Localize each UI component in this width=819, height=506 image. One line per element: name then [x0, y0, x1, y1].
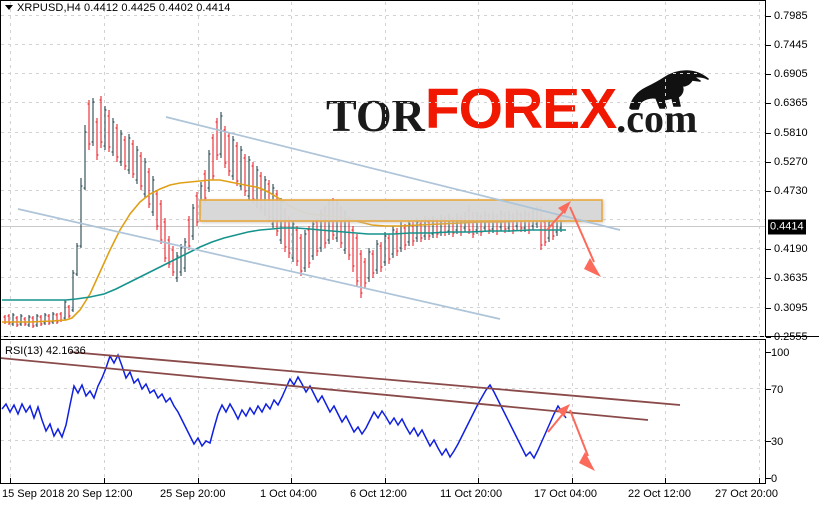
time-tickmark: [10, 478, 11, 483]
time-tickmark: [478, 478, 479, 483]
price-tickmark: [766, 16, 771, 17]
time-tickmark: [198, 478, 199, 483]
time-tickmark: [665, 478, 666, 483]
time-axis-tick: 6 Oct 12:00: [350, 488, 407, 500]
time-axis-tick: 17 Oct 04:00: [534, 488, 597, 500]
time-tickmark: [759, 478, 760, 483]
price-axis-tick: 0.3635: [774, 272, 808, 284]
time-axis-tick: 1 Oct 04:00: [260, 488, 317, 500]
price-tickmark: [766, 337, 771, 338]
rsi-tickmark: [766, 478, 771, 479]
left-axis-border: [0, 0, 1, 484]
time-tickmark: [572, 478, 573, 483]
price-tickmark: [766, 191, 771, 192]
time-tickmark: [385, 478, 386, 483]
time-tickmark: [104, 478, 105, 483]
price-panel-top-border: [0, 0, 766, 1]
price-axis-tick: 0.5270: [774, 156, 808, 168]
rsi-panel-top-border: [0, 339, 766, 340]
price-tickmark: [766, 278, 771, 279]
price-tickmark: [766, 103, 771, 104]
price-axis-tick: 0.4730: [774, 185, 808, 197]
price-axis-tick: 0.4190: [774, 243, 808, 255]
time-tickmark: [291, 478, 292, 483]
symbol-header-text: XRPUSD,H4 0.4412 0.4425 0.4402 0.4414: [17, 2, 231, 14]
rsi-axis-tick: 30: [771, 436, 784, 448]
watermark-com: .com: [616, 96, 698, 141]
price-axis-tick: 0.3095: [774, 302, 808, 314]
time-axis-tick: 27 Oct 20:00: [715, 488, 778, 500]
price-tickmark: [766, 162, 771, 163]
price-axis-tick: 0.6365: [774, 97, 808, 109]
price-axis-tick: 0.6905: [774, 68, 808, 80]
price-tickmark: [766, 74, 771, 75]
price-axis-tick: 0.2555: [774, 331, 808, 343]
rsi-axis-border: [765, 339, 766, 483]
current-price-badge: 0.4414: [768, 219, 806, 235]
time-axis-tick: 25 Sep 20:00: [160, 488, 226, 500]
price-tickmark: [766, 249, 771, 250]
rsi-axis-tick: 100: [771, 347, 790, 359]
price-chart-panel[interactable]: [0, 0, 819, 337]
time-axis-tick: 15 Sep 2018: [2, 488, 65, 500]
torforex-watermark: TOR FOREX .com: [326, 70, 709, 142]
chevron-down-icon[interactable]: [5, 4, 13, 10]
watermark-tor: TOR: [326, 90, 425, 141]
price-axis-tick: 0.7985: [774, 10, 808, 22]
rsi-tickmark: [766, 389, 771, 390]
price-axis-tick: 0.5810: [774, 127, 808, 139]
rsi-axis-tick: 0: [771, 473, 778, 485]
time-axis-border: [0, 483, 766, 484]
rsi-tickmark: [766, 441, 771, 442]
price-tickmark: [766, 308, 771, 309]
rsi-tickmark: [766, 352, 771, 353]
time-axis-tick: 11 Oct 20:00: [440, 488, 503, 500]
time-axis-tick: 20 Sep 12:00: [67, 488, 133, 500]
time-axis-tick: 22 Oct 12:00: [628, 488, 691, 500]
price-axis-border: [765, 0, 766, 337]
bull-icon: [629, 70, 709, 110]
watermark-forex: FOREX: [424, 77, 617, 141]
symbol-header-bar[interactable]: XRPUSD,H4 0.4412 0.4425 0.4402 0.4414: [5, 2, 230, 14]
price-axis-tick: 0.7445: [774, 39, 808, 51]
price-tickmark: [766, 133, 771, 134]
rsi-axis-tick: 70: [771, 384, 784, 396]
rsi-indicator-label: RSI(13) 42.1636: [5, 345, 86, 357]
rsi-indicator-panel[interactable]: [0, 339, 819, 483]
price-tickmark: [766, 45, 771, 46]
